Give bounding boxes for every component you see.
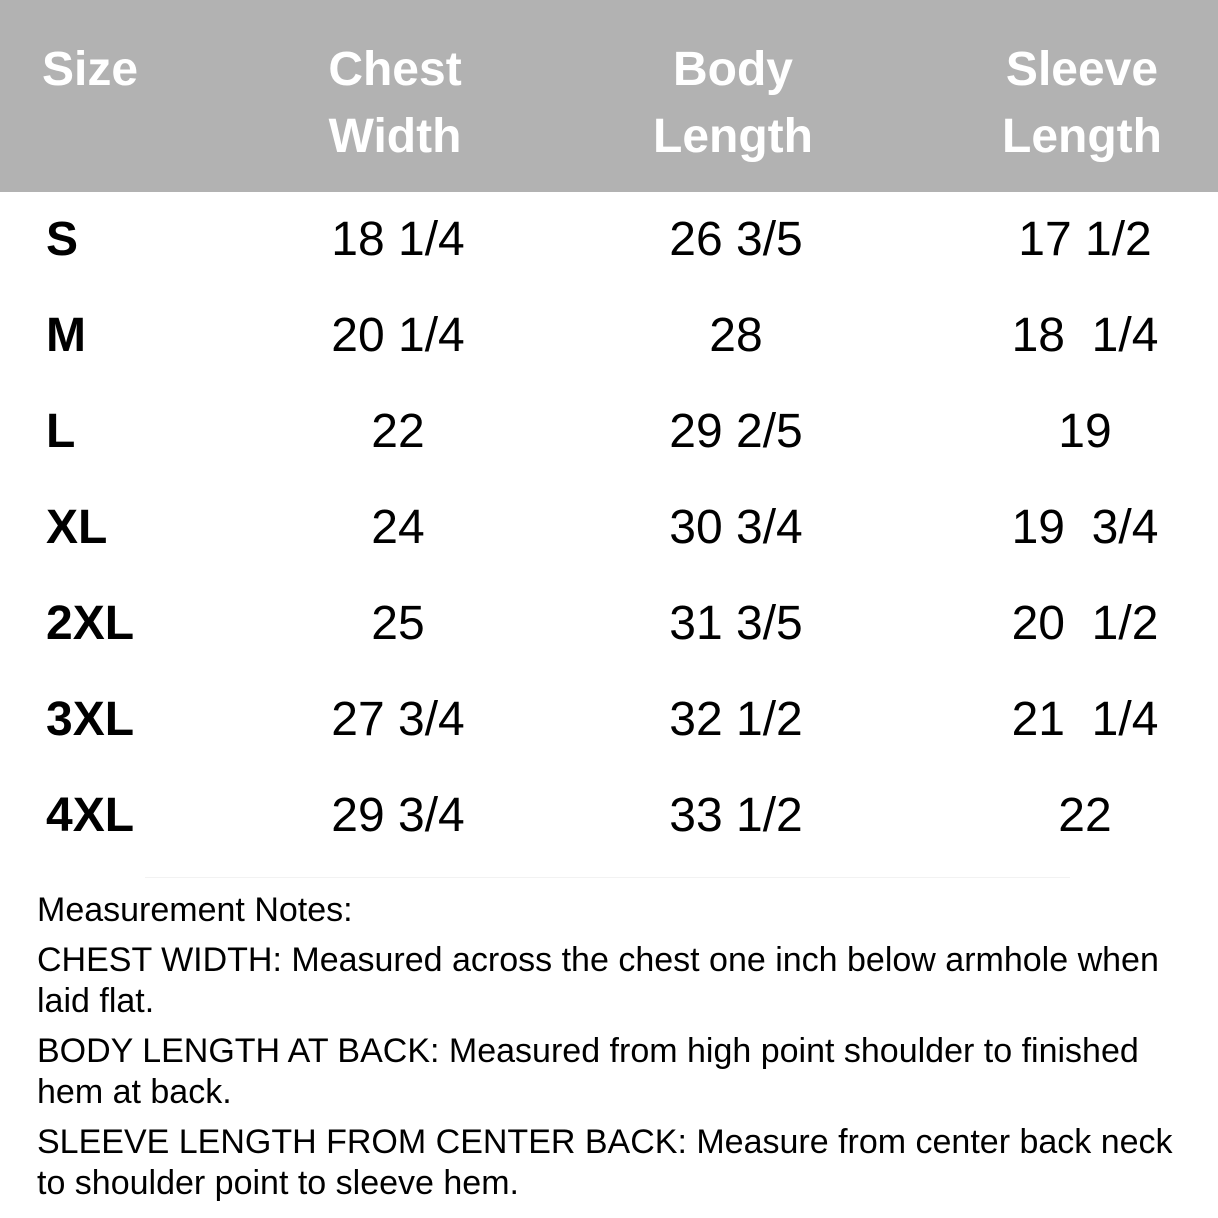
table-row: L 22 29 2/5 19 <box>0 388 1218 484</box>
cell-size: 2XL <box>46 597 135 650</box>
cell-size: M <box>46 309 86 362</box>
cell-body-length: 29 2/5 <box>669 405 803 458</box>
cell-sleeve-length: 21 1/4 <box>1011 693 1159 746</box>
cell-size: 4XL <box>46 789 135 842</box>
cell-chest-width: 25 <box>371 597 425 650</box>
cell-body-length: 30 3/4 <box>669 501 803 554</box>
note-label: SLEEVE LENGTH FROM CENTER BACK: <box>37 1123 687 1161</box>
table-row: XL 24 30 3/4 19 3/4 <box>0 484 1218 580</box>
table-row: M 20 1/4 28 18 1/4 <box>0 292 1218 388</box>
cell-body-length: 28 <box>709 309 763 362</box>
cell-body-length: 32 1/2 <box>669 693 803 746</box>
note-label: CHEST WIDTH: <box>37 941 282 979</box>
table-row: 4XL 29 3/4 33 1/2 22 <box>0 772 1218 868</box>
header-size: Size <box>42 43 139 96</box>
cell-size: 3XL <box>46 693 135 746</box>
table-header: Size Chest Width Body Length Sleeve Leng… <box>0 0 1218 192</box>
cell-chest-width: 18 1/4 <box>331 213 465 266</box>
header-chest-width: Chest Width <box>328 43 462 163</box>
notes-title: Measurement Notes: <box>37 891 353 929</box>
cell-size: L <box>46 405 76 458</box>
cell-sleeve-length: 19 <box>1058 405 1112 458</box>
cell-sleeve-length: 22 <box>1058 789 1112 842</box>
cell-size: S <box>46 213 79 266</box>
cell-chest-width: 22 <box>371 405 425 458</box>
cell-sleeve-length: 17 1/2 <box>1018 213 1152 266</box>
table-row: 3XL 27 3/4 32 1/2 21 1/4 <box>0 676 1218 772</box>
table-row: S 18 1/4 26 3/5 17 1/2 <box>0 196 1218 292</box>
cell-body-length: 26 3/5 <box>669 213 803 266</box>
measurement-notes: Measurement Notes: CHEST WIDTH: Measured… <box>37 890 1197 1213</box>
cell-body-length: 33 1/2 <box>669 789 803 842</box>
cell-body-length: 31 3/5 <box>669 597 803 650</box>
table-row: 2XL 25 31 3/5 20 1/2 <box>0 580 1218 676</box>
cell-sleeve-length: 18 1/4 <box>1011 309 1159 362</box>
cell-sleeve-length: 19 3/4 <box>1011 501 1159 554</box>
cell-chest-width: 27 3/4 <box>331 693 465 746</box>
note-chest-width: CHEST WIDTH: Measured across the chest o… <box>37 940 1197 1022</box>
note-text: Measured from high point shoulder to fin… <box>37 1032 1139 1111</box>
note-label: BODY LENGTH AT BACK: <box>37 1032 440 1070</box>
cell-chest-width: 24 <box>371 501 425 554</box>
note-sleeve-length: SLEEVE LENGTH FROM CENTER BACK: Measure … <box>37 1122 1197 1204</box>
note-text: Measured across the chest one inch below… <box>37 941 1159 1020</box>
cell-chest-width: 20 1/4 <box>331 309 465 362</box>
note-body-length: BODY LENGTH AT BACK: Measured from high … <box>37 1031 1197 1113</box>
cell-size: XL <box>46 501 108 554</box>
header-body-length: Body Length <box>653 43 813 163</box>
header-sleeve-length: Sleeve Length <box>1002 43 1162 163</box>
note-text: Measure from center back neck to shoulde… <box>37 1123 1173 1202</box>
cell-chest-width: 29 3/4 <box>331 789 465 842</box>
divider <box>145 877 1070 878</box>
cell-sleeve-length: 20 1/2 <box>1011 597 1159 650</box>
